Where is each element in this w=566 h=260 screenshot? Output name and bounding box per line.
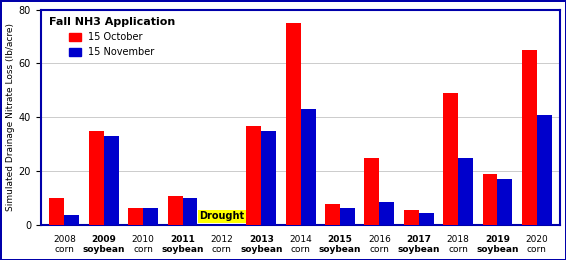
- Bar: [365, 158, 379, 225]
- Bar: [168, 196, 183, 225]
- Bar: [104, 136, 119, 225]
- Bar: [261, 131, 276, 225]
- Bar: [143, 208, 158, 225]
- Bar: [522, 50, 537, 225]
- Bar: [183, 198, 198, 225]
- Legend: 15 October, 15 November: 15 October, 15 November: [46, 14, 178, 60]
- Bar: [340, 208, 355, 225]
- Bar: [404, 211, 419, 225]
- Bar: [65, 214, 79, 225]
- Bar: [89, 131, 104, 225]
- Bar: [537, 115, 552, 225]
- Bar: [246, 126, 261, 225]
- Bar: [498, 179, 512, 225]
- Bar: [443, 93, 458, 225]
- Bar: [325, 204, 340, 225]
- Bar: [482, 174, 498, 225]
- Bar: [286, 23, 301, 225]
- Bar: [49, 198, 65, 225]
- Bar: [379, 202, 395, 225]
- Bar: [458, 158, 473, 225]
- Bar: [419, 213, 434, 225]
- Bar: [128, 208, 143, 225]
- Text: Drought: Drought: [199, 211, 245, 221]
- Bar: [301, 109, 316, 225]
- Y-axis label: Simulated Drainage Nitrate Loss (lb/acre): Simulated Drainage Nitrate Loss (lb/acre…: [6, 23, 15, 211]
